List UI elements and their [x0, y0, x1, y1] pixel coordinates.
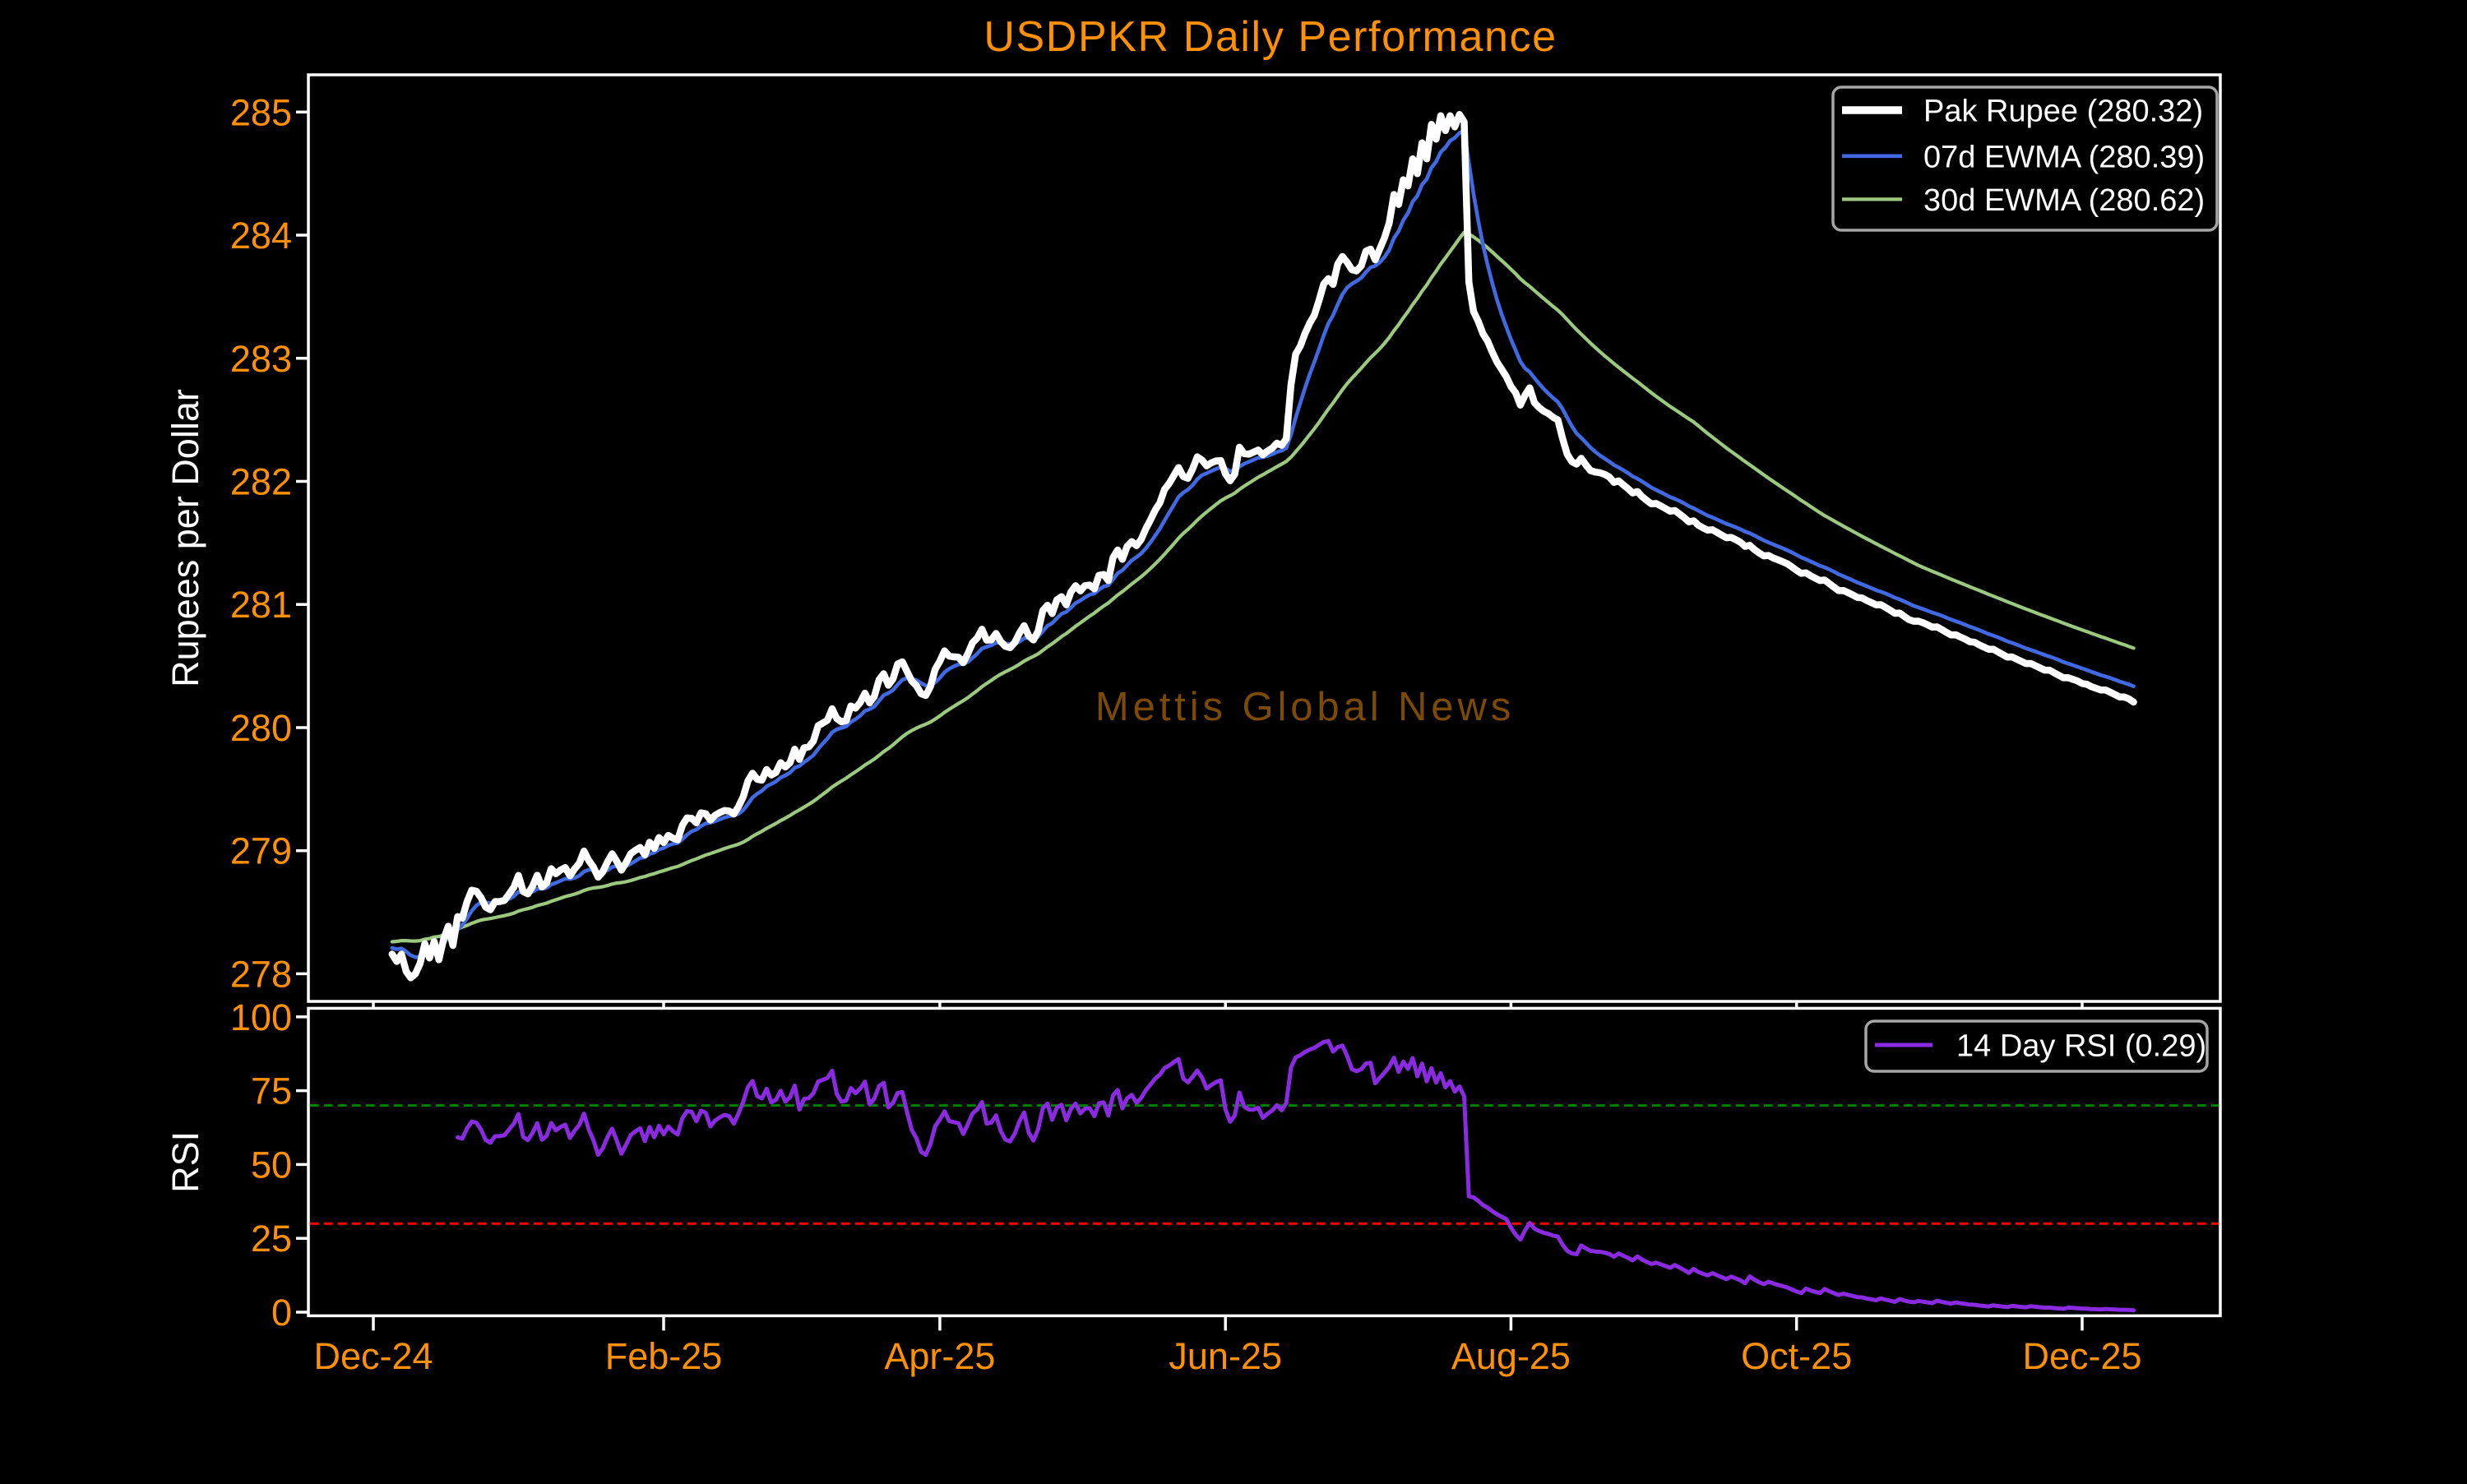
- svg-text:07d EWMA (280.39): 07d EWMA (280.39): [1923, 140, 2205, 174]
- svg-text:284: 284: [230, 215, 292, 257]
- svg-text:Dec-25: Dec-25: [2022, 1335, 2141, 1377]
- svg-text:Dec-24: Dec-24: [313, 1335, 433, 1377]
- svg-text:30d EWMA (280.62): 30d EWMA (280.62): [1923, 183, 2205, 218]
- svg-text:50: 50: [251, 1144, 292, 1186]
- svg-text:25: 25: [251, 1218, 292, 1260]
- svg-text:285: 285: [230, 91, 292, 133]
- svg-text:75: 75: [251, 1070, 292, 1112]
- svg-text:278: 278: [230, 953, 292, 995]
- svg-text:Pak Rupee (280.32): Pak Rupee (280.32): [1923, 95, 2203, 129]
- svg-text:279: 279: [230, 830, 292, 872]
- svg-text:280: 280: [230, 707, 292, 749]
- svg-text:Aug-25: Aug-25: [1451, 1335, 1571, 1377]
- svg-text:0: 0: [271, 1292, 292, 1334]
- svg-text:Feb-25: Feb-25: [605, 1335, 723, 1377]
- svg-text:14 Day RSI (0.29): 14 Day RSI (0.29): [1956, 1029, 2206, 1064]
- svg-text:281: 281: [230, 584, 292, 626]
- svg-text:USDPKR Daily Performance: USDPKR Daily Performance: [984, 13, 1557, 61]
- svg-text:282: 282: [230, 461, 292, 503]
- svg-text:Oct-25: Oct-25: [1741, 1335, 1852, 1377]
- svg-text:RSI: RSI: [164, 1131, 206, 1193]
- svg-text:Jun-25: Jun-25: [1169, 1335, 1282, 1377]
- svg-text:Mettis Global News: Mettis Global News: [1095, 685, 1515, 729]
- svg-text:100: 100: [230, 996, 292, 1038]
- svg-text:Apr-25: Apr-25: [884, 1335, 995, 1377]
- svg-text:283: 283: [230, 338, 292, 380]
- svg-text:Rupees per Dollar: Rupees per Dollar: [164, 389, 206, 687]
